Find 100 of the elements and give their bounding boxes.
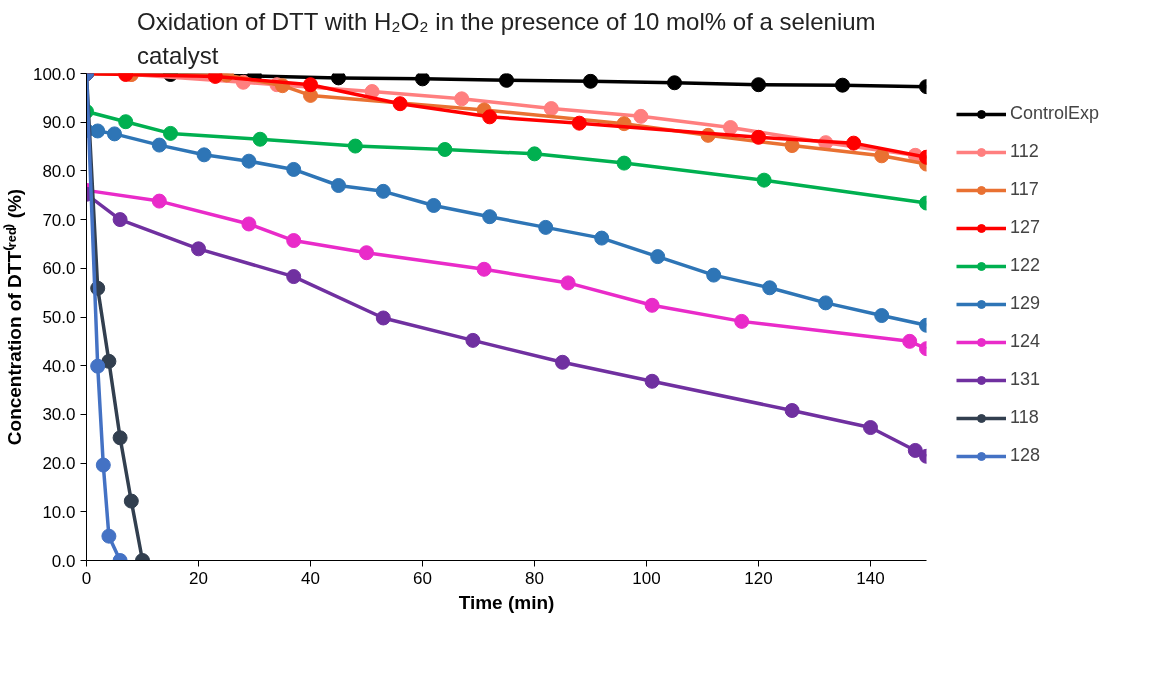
point xyxy=(123,493,139,509)
x-tick-label: 40 xyxy=(301,568,320,588)
point xyxy=(375,183,391,199)
point xyxy=(616,155,632,171)
point xyxy=(454,91,470,107)
chart-title: Oxidation of DTT with H₂O₂ in the presence of 10 mol% of a selenium catalyst xyxy=(137,7,876,69)
point xyxy=(90,123,106,139)
point xyxy=(426,197,442,213)
y-tick-label: 30.0 xyxy=(42,405,76,425)
point xyxy=(196,147,212,163)
point xyxy=(706,267,722,283)
x-tick-label: 120 xyxy=(744,568,773,588)
point xyxy=(667,75,682,91)
legend-label: 118 xyxy=(1010,407,1039,428)
point xyxy=(846,135,862,151)
point xyxy=(555,354,570,370)
point xyxy=(644,373,660,389)
point xyxy=(874,148,890,164)
legend-label: 129 xyxy=(1010,293,1041,314)
point xyxy=(560,275,576,291)
point xyxy=(784,403,800,418)
y-tick-label: 50.0 xyxy=(42,308,76,327)
point xyxy=(762,280,778,296)
point xyxy=(907,442,923,458)
point xyxy=(527,146,542,162)
legend-label: 112 xyxy=(1010,141,1039,162)
point xyxy=(101,528,117,544)
x-tick-label: 100 xyxy=(632,568,661,588)
point xyxy=(465,332,481,348)
point xyxy=(835,77,850,93)
point xyxy=(644,297,660,313)
point xyxy=(650,249,666,265)
point xyxy=(392,96,408,112)
point xyxy=(347,138,363,154)
point xyxy=(538,219,554,235)
x-tick-label: 140 xyxy=(856,568,885,588)
legend-label: 124 xyxy=(1010,331,1041,352)
legend-label: 127 xyxy=(1010,217,1041,238)
point xyxy=(112,430,128,446)
point xyxy=(107,126,122,142)
point xyxy=(252,131,268,147)
legend-label: ControlExp xyxy=(1010,103,1100,124)
point xyxy=(151,137,167,153)
x-axis-title: Time (min) xyxy=(458,591,555,613)
point xyxy=(863,420,878,436)
point xyxy=(751,77,766,93)
y-tick-label: 90.0 xyxy=(42,113,76,133)
x-tick-label: 80 xyxy=(525,568,544,588)
legend-label: 117 xyxy=(1010,179,1039,200)
point xyxy=(90,358,106,374)
x-tick-label: 60 xyxy=(413,568,432,588)
point xyxy=(583,73,598,89)
legend-label: 128 xyxy=(1010,445,1041,466)
legend-label: 131 xyxy=(1010,369,1041,390)
point xyxy=(163,125,178,141)
point xyxy=(286,233,302,249)
y-tick-label: 80.0 xyxy=(42,161,76,181)
point xyxy=(482,109,498,125)
point xyxy=(482,209,498,225)
point xyxy=(112,212,128,228)
point xyxy=(101,353,117,369)
point xyxy=(818,295,834,311)
point xyxy=(751,129,766,145)
point xyxy=(756,172,772,188)
point xyxy=(633,108,649,124)
legend-label: 122 xyxy=(1010,255,1041,276)
point xyxy=(359,245,374,261)
y-tick-label: 20.0 xyxy=(42,454,76,474)
point xyxy=(286,161,302,177)
point xyxy=(415,73,430,87)
point xyxy=(375,310,391,326)
point xyxy=(303,77,318,93)
x-tick-label: 20 xyxy=(189,568,208,588)
point xyxy=(437,141,453,157)
y-tick-label: 10.0 xyxy=(42,502,76,522)
y-tick-label: 100.0 xyxy=(32,64,76,84)
point xyxy=(286,269,302,285)
point xyxy=(191,241,206,257)
point xyxy=(594,230,610,246)
y-tick-label: 70.0 xyxy=(42,210,76,230)
point xyxy=(571,115,587,131)
point xyxy=(95,457,111,473)
point xyxy=(331,73,346,86)
point xyxy=(151,193,167,209)
point xyxy=(734,313,750,329)
x-tick-label: 0 xyxy=(81,568,92,588)
point xyxy=(499,73,514,88)
point xyxy=(476,261,492,277)
point xyxy=(241,153,257,169)
y-tick-label: 60.0 xyxy=(42,259,76,279)
y-tick-label: 0.0 xyxy=(51,551,76,571)
point xyxy=(723,120,738,136)
point xyxy=(902,333,918,349)
point xyxy=(331,178,346,193)
point xyxy=(118,114,134,130)
y-axis-title: Concentration of DTT⁽ʳᵉᵈ⁾ (%) xyxy=(2,188,25,446)
point xyxy=(874,308,890,324)
point xyxy=(241,216,257,232)
y-tick-label: 40.0 xyxy=(42,356,76,376)
point xyxy=(543,101,559,117)
